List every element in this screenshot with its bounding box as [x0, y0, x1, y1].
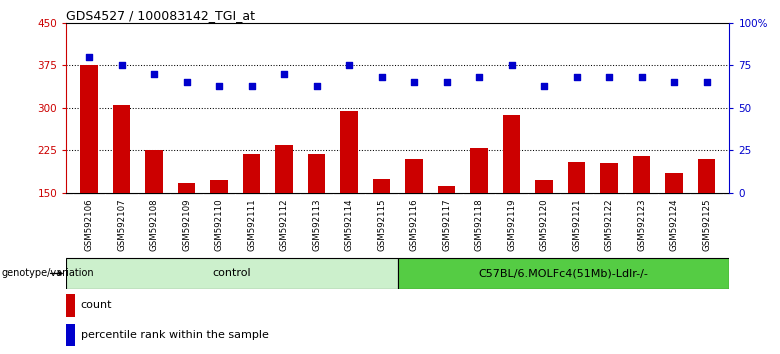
Text: GSM592106: GSM592106 [84, 198, 94, 251]
Text: GSM592123: GSM592123 [637, 198, 646, 251]
Point [343, 63, 356, 68]
Text: GDS4527 / 100083142_TGI_at: GDS4527 / 100083142_TGI_at [66, 9, 255, 22]
Bar [112, 105, 130, 193]
Point [441, 80, 453, 85]
Text: GSM592108: GSM592108 [150, 198, 158, 251]
Bar [470, 148, 488, 193]
Bar [178, 183, 196, 193]
Text: GSM592125: GSM592125 [702, 198, 711, 251]
Bar [80, 65, 98, 193]
Point [375, 75, 388, 80]
Text: GSM592121: GSM592121 [572, 198, 581, 251]
Text: GSM592115: GSM592115 [377, 198, 386, 251]
Text: control: control [213, 268, 251, 279]
Point [115, 63, 128, 68]
Point [570, 75, 583, 80]
Text: GSM592113: GSM592113 [312, 198, 321, 251]
Bar [243, 154, 261, 193]
Point [668, 80, 680, 85]
Point [408, 80, 420, 85]
Point [473, 75, 485, 80]
Text: C57BL/6.MOLFc4(51Mb)-Ldlr-/-: C57BL/6.MOLFc4(51Mb)-Ldlr-/- [479, 268, 648, 279]
Point [700, 80, 713, 85]
Text: GSM592114: GSM592114 [345, 198, 353, 251]
Point [83, 54, 95, 60]
Text: GSM592107: GSM592107 [117, 198, 126, 251]
Bar [307, 154, 325, 193]
Text: GSM592109: GSM592109 [182, 198, 191, 251]
Text: GSM592120: GSM592120 [540, 198, 548, 251]
Bar [697, 159, 715, 193]
Bar [600, 163, 618, 193]
Bar [568, 162, 586, 193]
Text: GSM592111: GSM592111 [247, 198, 256, 251]
Text: GSM592112: GSM592112 [279, 198, 289, 251]
Bar [66, 324, 75, 346]
Bar [210, 181, 228, 193]
Bar [66, 295, 75, 316]
Bar [665, 173, 683, 193]
Bar [398, 258, 729, 289]
Point [505, 63, 518, 68]
Bar [145, 150, 163, 193]
Bar [66, 258, 398, 289]
Text: genotype/variation: genotype/variation [2, 268, 94, 279]
Bar [373, 179, 391, 193]
Bar [340, 111, 358, 193]
Point [603, 75, 615, 80]
Text: GSM592124: GSM592124 [669, 198, 679, 251]
Point [148, 71, 161, 77]
Text: count: count [80, 301, 112, 310]
Text: GSM592119: GSM592119 [507, 198, 516, 251]
Point [636, 75, 648, 80]
Bar [405, 159, 423, 193]
Bar [438, 185, 456, 193]
Bar [502, 115, 520, 193]
Point [180, 80, 193, 85]
Point [278, 71, 290, 77]
Point [213, 83, 225, 89]
Text: GSM592122: GSM592122 [604, 198, 614, 251]
Point [246, 83, 258, 89]
Text: GSM592116: GSM592116 [410, 198, 419, 251]
Point [538, 83, 551, 89]
Bar [535, 180, 553, 193]
Text: percentile rank within the sample: percentile rank within the sample [80, 330, 268, 340]
Text: GSM592117: GSM592117 [442, 198, 451, 251]
Bar [633, 156, 651, 193]
Bar [275, 145, 293, 193]
Text: GSM592118: GSM592118 [474, 198, 484, 251]
Point [310, 83, 323, 89]
Text: GSM592110: GSM592110 [215, 198, 224, 251]
